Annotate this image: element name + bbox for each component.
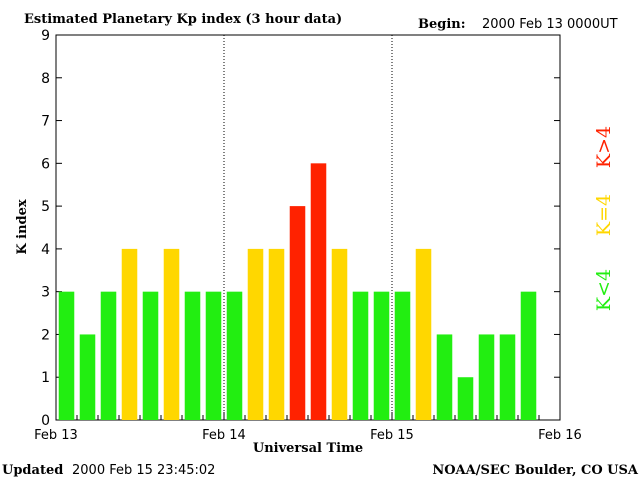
kp-bar: [499, 334, 516, 420]
kp-bar: [226, 291, 243, 420]
day-gridlines: [223, 35, 393, 420]
kp-bar: [457, 377, 474, 420]
kp-bar: [436, 334, 453, 420]
y-tick-label: 6: [41, 156, 50, 172]
x-axis-title: Universal Time: [253, 441, 363, 456]
y-tick-label: 0: [41, 413, 50, 429]
begin-label: Begin:: [418, 17, 466, 32]
begin-value: 2000 Feb 13 0000UT: [482, 17, 618, 32]
kp-bar: [394, 291, 411, 420]
y-tick-label: 5: [41, 199, 50, 215]
source-credit: NOAA/SEC Boulder, CO USA: [432, 463, 639, 478]
y-tick-label: 8: [41, 71, 50, 87]
legend-high: K>4: [593, 126, 615, 168]
updated-value: 2000 Feb 15 23:45:02: [72, 463, 215, 478]
kp-bars: [58, 163, 537, 421]
kp-bar: [310, 163, 327, 421]
kp-bar: [142, 291, 159, 420]
y-tick-label: 7: [41, 114, 50, 130]
x-tick-label: Feb 16: [538, 428, 582, 443]
y-tick-label: 4: [41, 242, 50, 258]
x-tick-label: Feb 13: [34, 428, 78, 443]
updated-label: Updated: [2, 463, 63, 478]
kp-bar: [373, 291, 390, 420]
kp-bar: [79, 334, 96, 420]
kp-bar: [205, 291, 222, 420]
y-tick-label: 1: [41, 370, 50, 386]
kp-bar: [163, 248, 180, 420]
kp-bar: [247, 248, 264, 420]
legend-low: K<4: [593, 269, 615, 311]
kp-bar: [100, 291, 117, 420]
y-axis: 0 1 2 3 4 5 6 7 8 9: [41, 28, 560, 429]
kp-bar: [121, 248, 138, 420]
kp-bar: [58, 291, 75, 420]
kp-bar: [415, 248, 432, 420]
kp-bar: [352, 291, 369, 420]
legend-equal: K=4: [593, 194, 615, 236]
kp-bar: [289, 206, 306, 420]
kp-bar: [331, 248, 348, 420]
y-tick-label: 9: [41, 28, 50, 44]
kp-bar: [478, 334, 495, 420]
y-axis-title: K index: [15, 199, 30, 255]
kp-bar: [184, 291, 201, 420]
x-tick-label: Feb 14: [202, 428, 246, 443]
y-tick-label: 3: [41, 285, 50, 301]
y-tick-label: 2: [41, 327, 50, 343]
chart-title: Estimated Planetary Kp index (3 hour dat…: [24, 12, 342, 27]
x-axis: Feb 13 Feb 14 Feb 15 Feb 16: [34, 412, 582, 443]
kp-bar: [520, 291, 537, 420]
kp-bar: [268, 248, 285, 420]
x-tick-label: Feb 15: [370, 428, 414, 443]
